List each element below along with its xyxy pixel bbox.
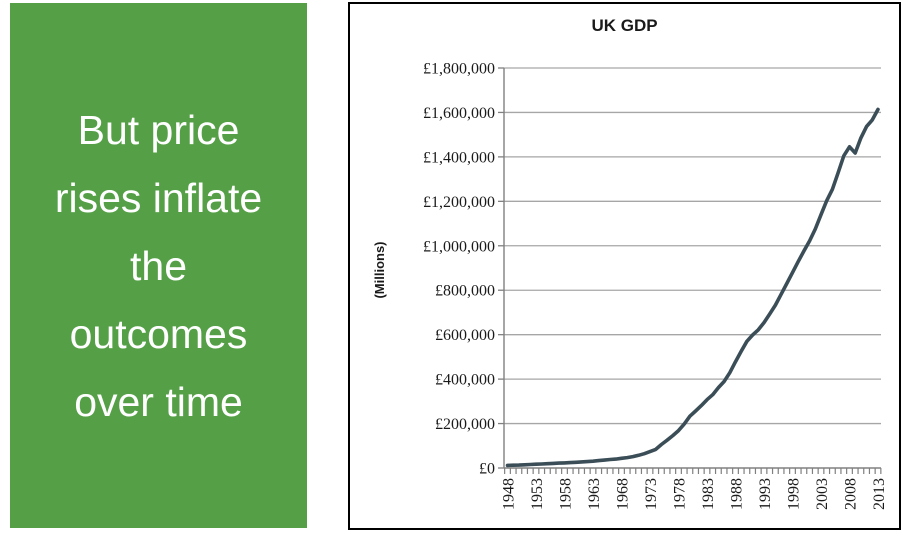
x-tick-label: 1993 <box>757 478 774 510</box>
x-tick-label: 2013 <box>871 478 888 510</box>
y-tick-label: £600,000 <box>435 327 495 344</box>
chart-frame: £0 £200,000 £400,000 £600,000 £800,000 £1,000… <box>348 2 901 530</box>
gdp-line-chart: £0 £200,000 £400,000 £600,000 £800,000 £1,000… <box>423 61 888 511</box>
y-tick-label: £1,400,000 <box>423 149 495 166</box>
x-tick-label: 1983 <box>700 478 717 510</box>
x-tick-label: 1963 <box>586 478 603 510</box>
y-tick-label: £800,000 <box>435 283 495 300</box>
message-line-4: outcomes <box>69 310 248 357</box>
message-line-2: rises inflate <box>54 174 263 221</box>
x-tick-label: 2003 <box>814 478 831 510</box>
y-tick-label: £200,000 <box>435 416 495 433</box>
y-tick-label: £400,000 <box>435 372 495 389</box>
message-line-1: But price <box>77 106 240 153</box>
x-tick-label: 1973 <box>643 478 660 510</box>
chart-title: UK GDP <box>591 16 658 35</box>
x-tick-label: 1948 <box>501 478 518 510</box>
x-tick-label: 1978 <box>672 478 689 510</box>
y-tick-label: £0 <box>479 461 495 478</box>
y-tick-label: £1,600,000 <box>423 105 495 122</box>
x-tick-label: 1968 <box>615 478 632 510</box>
y-tick-label: £1,200,000 <box>423 194 495 211</box>
x-tick-label: 1988 <box>729 478 746 510</box>
x-tick-label: 1958 <box>558 478 575 510</box>
x-tick-label: 1998 <box>786 478 803 510</box>
y-tick-label: £1,800,000 <box>423 61 495 78</box>
x-tick-label: 2008 <box>843 478 860 510</box>
x-tick-label: 1953 <box>529 478 546 510</box>
gdp-series-line <box>505 107 880 468</box>
message-line-3: the <box>130 242 187 289</box>
y-axis-title: (Millions) <box>372 241 387 299</box>
message-line-5: over time <box>74 378 243 425</box>
y-tick-label: £1,000,000 <box>423 238 495 255</box>
message-panel: But price rises inflate the outcomes ove… <box>10 3 307 528</box>
